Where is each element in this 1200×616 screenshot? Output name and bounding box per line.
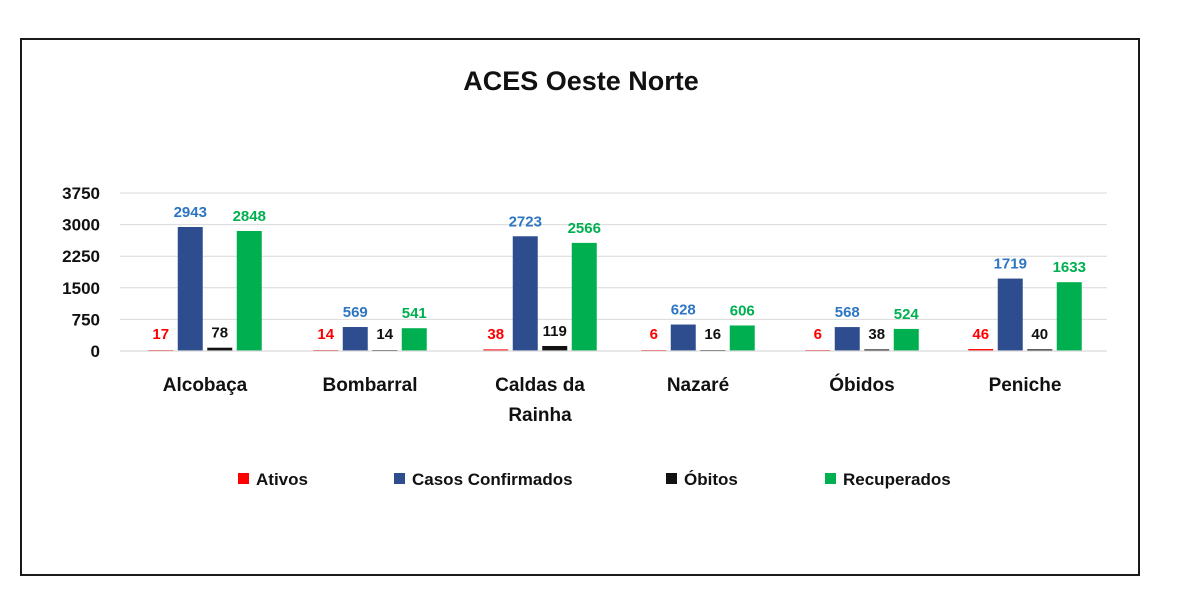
- data-label: 6: [814, 326, 822, 343]
- y-tick-label: 3000: [62, 216, 100, 235]
- data-label: 38: [487, 326, 504, 343]
- x-tick-label: Peniche: [989, 375, 1062, 396]
- data-label: 606: [730, 302, 755, 319]
- data-label: 14: [376, 326, 393, 343]
- legend-swatch: [666, 473, 677, 484]
- bar: [1027, 349, 1053, 351]
- bar: [864, 349, 890, 351]
- data-label: 2566: [568, 220, 601, 237]
- bar: [1056, 282, 1082, 351]
- y-tick-label: 0: [91, 342, 100, 361]
- data-labels: 17 14 38 6 6 46 2943 569 2723 628 568 1719 78 14 119 16…: [152, 204, 1086, 343]
- legend-label: Recuperados: [843, 470, 951, 489]
- data-label: 1719: [994, 256, 1027, 273]
- gridlines: [120, 192, 1107, 320]
- data-label: 46: [972, 326, 989, 343]
- bar: [997, 278, 1023, 351]
- legend-item: Recuperados: [825, 470, 951, 489]
- bar: [342, 327, 368, 351]
- data-label: 628: [671, 302, 696, 319]
- data-label: 2943: [174, 204, 207, 221]
- bar: [236, 231, 262, 351]
- bar: [401, 328, 427, 351]
- data-label: 6: [650, 326, 658, 343]
- data-label: 17: [152, 326, 169, 343]
- bars: [148, 227, 1082, 351]
- y-tick-label: 750: [72, 310, 100, 329]
- bar: [483, 349, 509, 351]
- legend-swatch: [394, 473, 405, 484]
- y-tick-label: 2250: [62, 247, 100, 266]
- bar: [893, 328, 919, 351]
- data-label: 2723: [509, 213, 542, 230]
- data-label: 541: [402, 305, 427, 322]
- bar: [177, 227, 203, 351]
- x-tick-label: Óbidos: [829, 374, 894, 396]
- y-tick-label: 3750: [62, 184, 100, 203]
- bar: [512, 236, 538, 351]
- x-tick-label: Nazaré: [667, 375, 729, 396]
- bar: [729, 325, 755, 351]
- legend: Ativos Casos Confirmados Óbitos Recuperados: [238, 470, 951, 489]
- data-label: 569: [343, 304, 368, 321]
- legend-label: Casos Confirmados: [412, 470, 573, 489]
- x-tick-label: Bombarral: [322, 375, 417, 396]
- data-label: 16: [704, 326, 721, 343]
- chart-title: ACES Oeste Norte: [463, 66, 699, 96]
- legend-label: Óbitos: [684, 470, 738, 489]
- legend-item: Casos Confirmados: [394, 470, 573, 489]
- data-label: 38: [868, 326, 885, 343]
- data-label: 78: [211, 325, 228, 342]
- axes: 0 750 1500 2250 3000 3750 Alcobaça Bombarral Cal…: [62, 184, 1107, 426]
- legend-item: Ativos: [238, 470, 308, 489]
- data-label: 1633: [1053, 259, 1086, 276]
- bar: [207, 347, 233, 351]
- bar: [968, 349, 994, 351]
- data-label: 40: [1031, 326, 1048, 343]
- bar: [542, 345, 568, 351]
- legend-item: Óbitos: [666, 470, 738, 489]
- data-label: 568: [835, 304, 860, 321]
- legend-swatch: [825, 473, 836, 484]
- data-label: 119: [543, 323, 567, 340]
- x-tick-label: Caldas da Rainha: [495, 375, 585, 426]
- legend-label: Ativos: [256, 470, 308, 489]
- data-label: 2848: [233, 208, 266, 225]
- data-label: 14: [317, 326, 334, 343]
- y-tick-label: 1500: [62, 279, 100, 298]
- bar: [834, 327, 860, 351]
- data-label: 524: [894, 306, 920, 323]
- legend-swatch: [238, 473, 249, 484]
- x-tick-label: Alcobaça: [163, 375, 248, 396]
- bar: [571, 242, 597, 351]
- bar: [670, 324, 696, 351]
